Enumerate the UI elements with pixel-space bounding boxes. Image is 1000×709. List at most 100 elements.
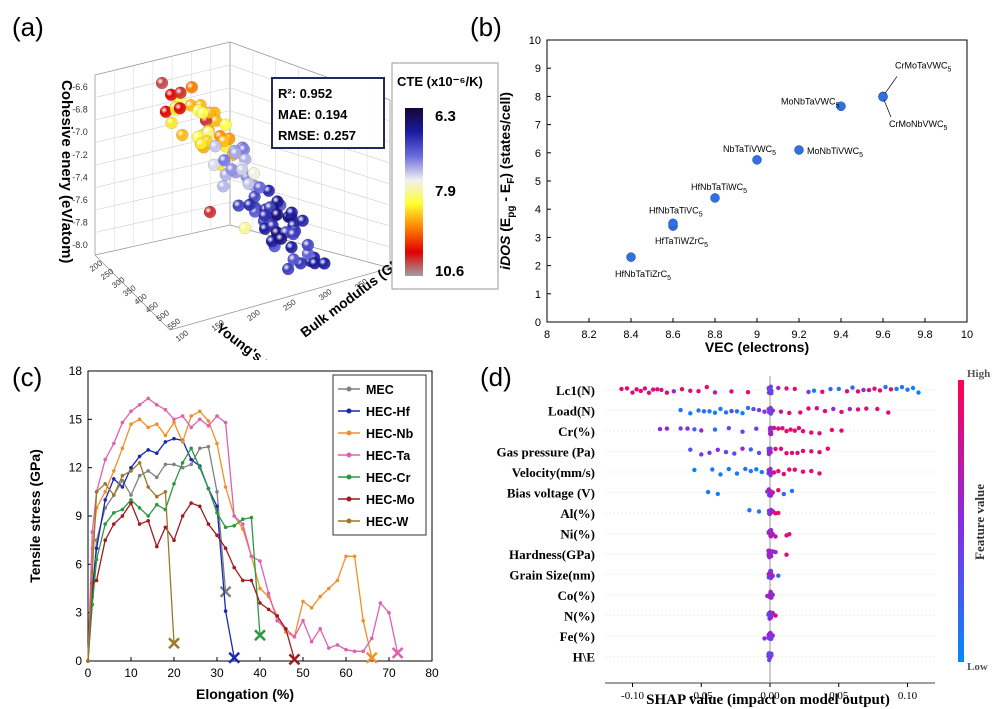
chart-d-x-tick-4: 0.10 — [898, 690, 918, 702]
chart-a-z-tick-0: -6.6 — [72, 82, 88, 92]
chart-c-series-2-point-31 — [344, 554, 348, 559]
chart-a-stat-r2: R²: 0.952 — [278, 86, 332, 101]
chart-c-series-1-point-16 — [215, 504, 219, 509]
chart-a-sphere-90 — [282, 262, 295, 276]
chart-b-y-tick-10: 10 — [529, 35, 541, 47]
chart-d-point-2-16 — [796, 425, 802, 431]
chart-c-series-4-point-3 — [103, 522, 107, 526]
chart-d-point-4-3 — [726, 466, 731, 472]
chart-c-series-0-fracture — [219, 585, 232, 598]
chart-c-series-0-point-5 — [120, 478, 125, 483]
chart-d-point-1-20 — [814, 406, 819, 411]
chart-c-series-5-fracture — [288, 653, 301, 666]
chart-d-point-1-2 — [696, 408, 701, 413]
chart-d-x-tick-0: -0.10 — [621, 690, 644, 702]
chart-c-series-6-fracture — [168, 637, 180, 650]
chart-a-x-tick-4: 300 — [317, 287, 334, 302]
chart-a-sphere-55 — [232, 199, 245, 212]
chart-d-point-6-0 — [747, 508, 752, 513]
chart-d-feature-label-2: Cr(%) — [558, 424, 595, 439]
chart-d-point-9-2 — [776, 573, 781, 578]
chart-d-point-4-4 — [734, 471, 740, 476]
chart-d-point-1-8 — [729, 408, 734, 414]
chart-a-x-tick-3: 250 — [281, 297, 298, 312]
chart-c-legend-marker-3 — [346, 452, 352, 458]
chart-d-point-0-21 — [792, 386, 797, 392]
chart-d-feature-label-7: Ni(%) — [560, 527, 595, 542]
chart-d-point-2-9 — [754, 426, 759, 431]
chart-b-point-label-6: MoNbTaVWC5 — [781, 96, 840, 109]
chart-c-series-5-point-18 — [232, 565, 236, 570]
chart-b-y-tick-3: 3 — [535, 232, 541, 244]
chart-a-x-tick-0: 100 — [174, 328, 191, 343]
chart-d-point-0-31 — [866, 387, 872, 393]
chart-b-point-6 — [836, 101, 846, 112]
chart-d-point-center-8-9 — [767, 554, 773, 559]
chart-c-legend-label-5: HEC-Mo — [366, 493, 415, 507]
chart-d-point-3-16 — [817, 450, 822, 455]
chart-c-series-5-point-6 — [129, 501, 133, 505]
chart-d-point-0-9 — [659, 387, 664, 393]
chart-c-series-3-point-4 — [112, 441, 116, 446]
chart-a-sphere-89 — [285, 241, 298, 254]
chart-b-frame — [546, 39, 968, 323]
chart-d-point-0-17 — [729, 389, 734, 394]
chart-d-point-3-2 — [707, 450, 712, 455]
chart-c-series-4-point-13 — [189, 446, 193, 451]
chart-c-x-tick-1: 10 — [124, 666, 138, 680]
chart-a-sphere-61 — [253, 181, 266, 194]
chart-c-x-tick-8: 80 — [425, 666, 439, 680]
chart-c-x-tick-0: 0 — [85, 666, 92, 680]
chart-d-point-center-7-9 — [768, 531, 773, 536]
chart-c-series-3-point-17 — [223, 420, 228, 425]
chart-a-cb-tick-mid: 7.9 — [435, 183, 456, 200]
chart-c-series-1-point-8 — [146, 448, 150, 452]
chart-c-series-3-point-28 — [318, 627, 323, 631]
chart-c-series-5-point-4 — [112, 522, 116, 526]
chart-d-point-3-12 — [789, 450, 795, 456]
chart-a-sphere-73 — [285, 206, 298, 219]
chart-d-point-2-6 — [712, 427, 718, 432]
chart-b-x-tick-8: 9.6 — [875, 329, 890, 341]
chart-a-sphere-5 — [185, 81, 199, 94]
chart-c-series-5-point-23 — [275, 614, 280, 618]
chart-d-point-0-1 — [624, 386, 630, 391]
chart-d-point-4-8 — [759, 469, 764, 475]
chart-d-point-2-17 — [800, 429, 806, 434]
chart-c-series-2-fracture — [365, 651, 378, 664]
chart-c-series-2-point-17 — [223, 485, 228, 489]
chart-c-legend-label-6: HEC-W — [366, 515, 409, 529]
chart-c-legend-marker-4 — [346, 474, 352, 480]
chart-b-point-label-main-4: NbTaTiVWC — [723, 144, 773, 154]
chart-b-point-label-7: CrMoTaVWC5 — [895, 60, 952, 73]
chart-d-point-0-18 — [745, 390, 751, 395]
chart-d-point-1-4 — [707, 409, 712, 414]
chart-c-series-5-point-5 — [120, 514, 125, 518]
chart-c-series-4-point-20 — [249, 515, 254, 520]
chart-d-point-0-32 — [872, 386, 877, 391]
chart-a-sphere-84 — [287, 227, 300, 241]
chart-c-series-0-point-11 — [172, 462, 176, 467]
chart-b-point-label-sub-6: 5 — [836, 102, 840, 109]
chart-b-point-label-5: MoNbTiVWC5 — [807, 146, 863, 159]
chart-b-point-5 — [794, 145, 804, 155]
chart-b-y-tick-2: 2 — [535, 261, 541, 273]
chart-b-point-label-sub-5: 5 — [859, 152, 863, 159]
chart-b-arrow-7 — [884, 76, 898, 94]
chart-d-x-label: SHAP value (impact on model output) — [646, 692, 890, 708]
chart-d-point-1-19 — [806, 406, 811, 411]
chart-d-point-4-1 — [710, 467, 715, 472]
chart-d-point-2-18 — [809, 430, 814, 435]
chart-c-series-3-point-29 — [327, 646, 331, 650]
chart-d-point-center-5-7 — [766, 487, 771, 492]
chart-c-series-3-point-11 — [172, 417, 176, 422]
chart-c-series-2-point-21 — [258, 586, 262, 591]
chart-c-series-2-point-13 — [189, 414, 193, 418]
chart-b-ticks: 8 8.2 8.4 8.6 8.8 9 9.2 9.4 9.6 9.8 10 0 1 2 3 4 5 6 7 8 9 10 — [529, 35, 973, 341]
chart-d-point-0-27 — [844, 389, 850, 394]
chart-c-series-6-point-1 — [90, 570, 95, 575]
chart-b-x-tick-9: 9.8 — [917, 329, 932, 341]
chart-a-box-edge-3 — [94, 224, 231, 256]
chart-d-point-1-23 — [839, 409, 844, 415]
chart-d-point-0-15 — [704, 384, 709, 390]
